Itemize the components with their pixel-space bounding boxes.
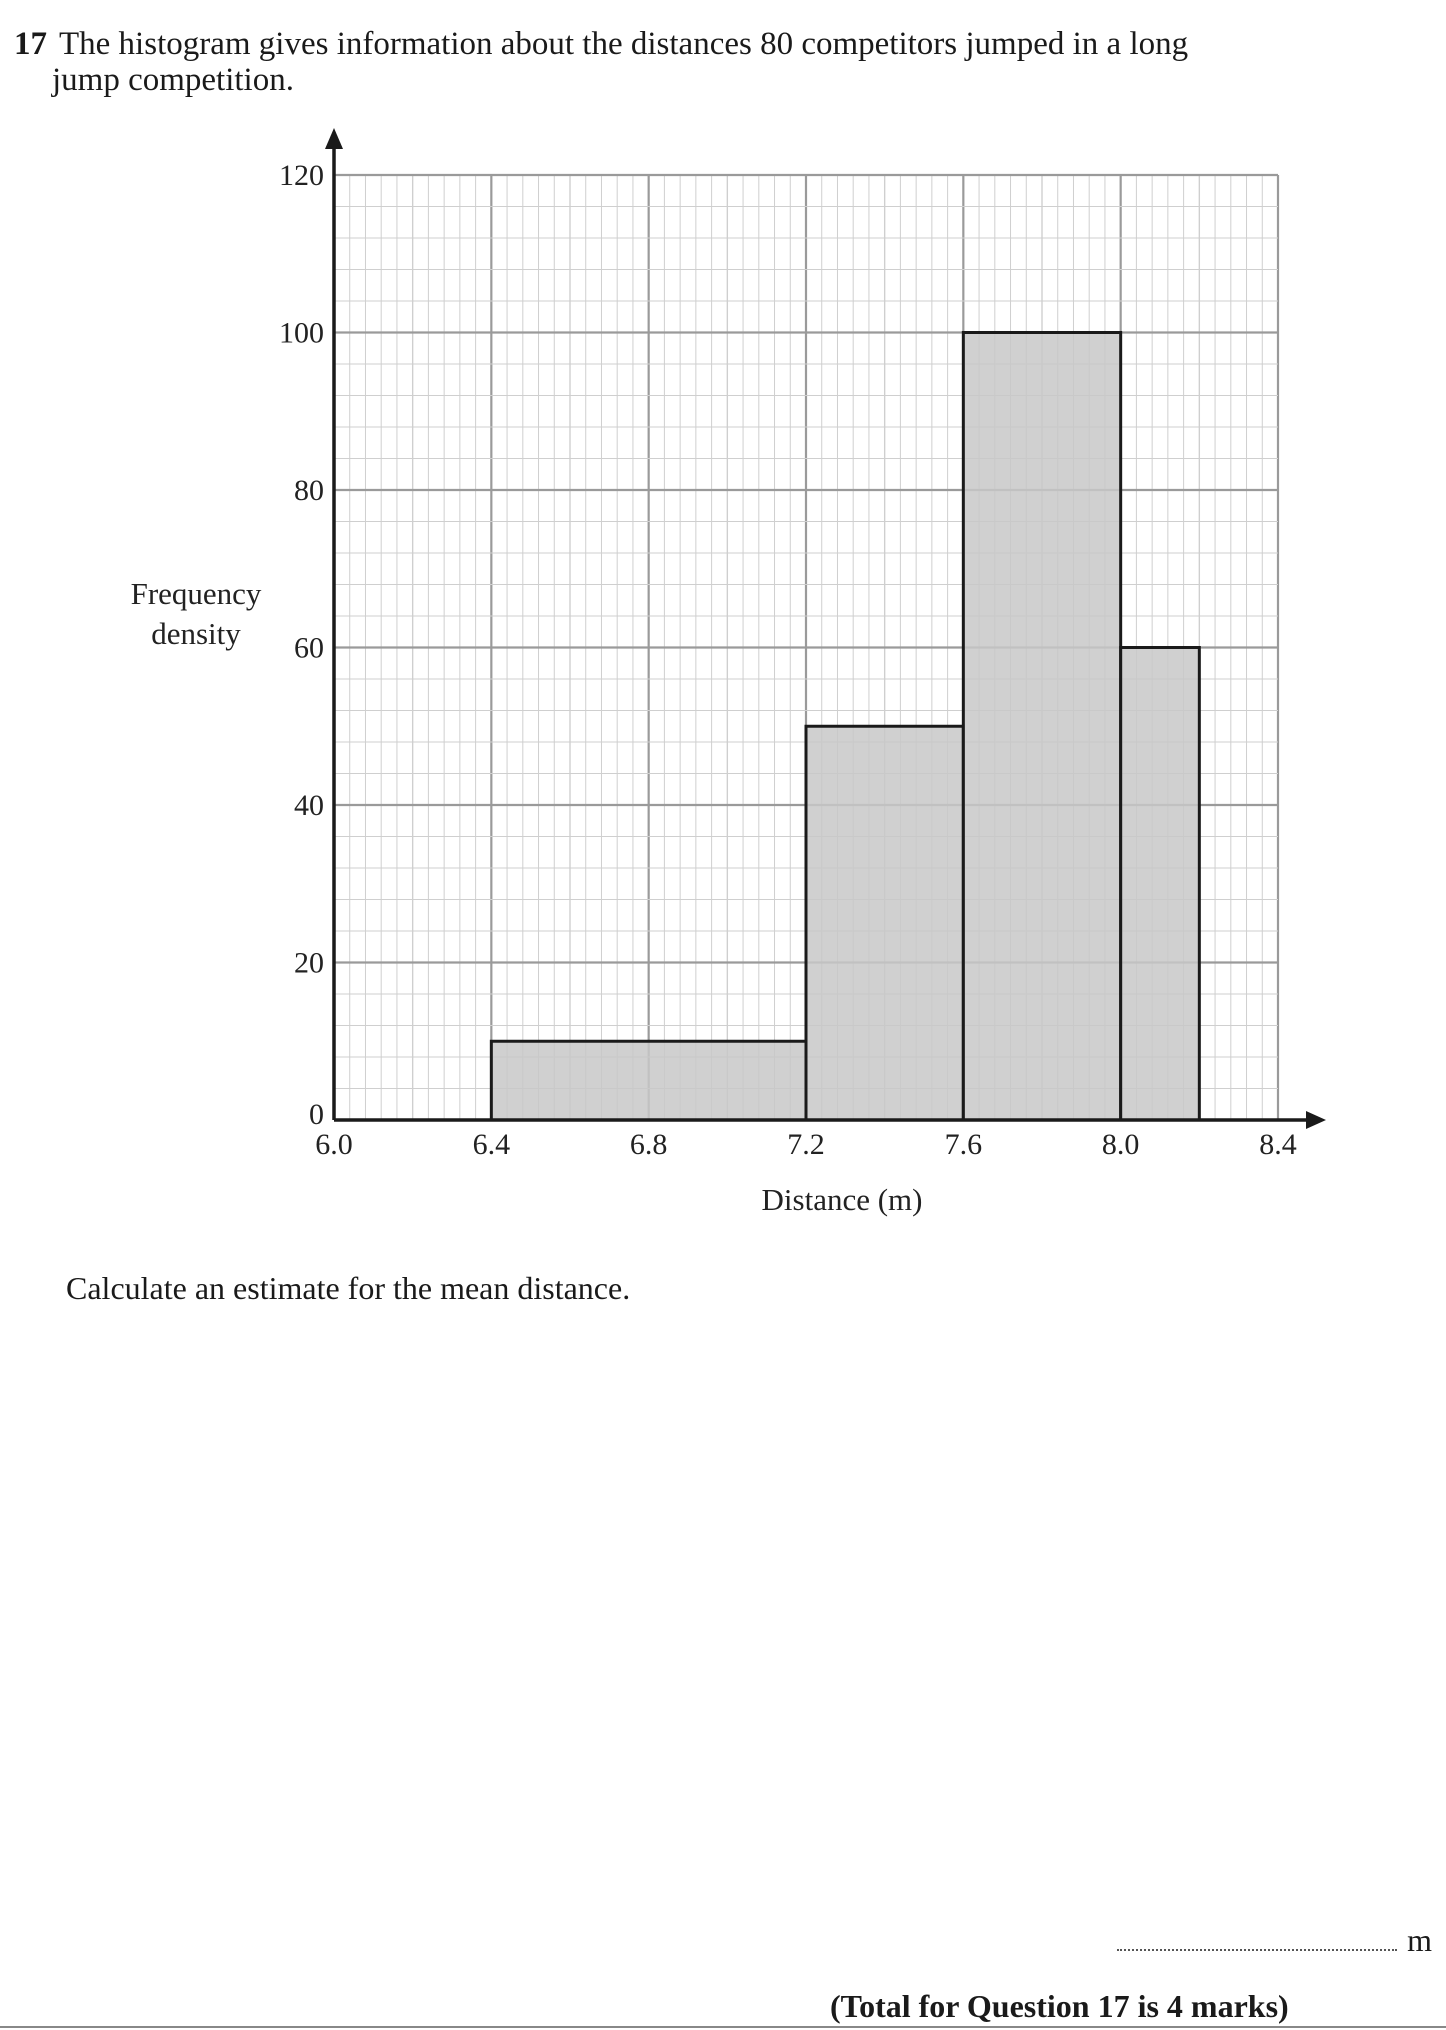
x-tick-label: 7.2 (787, 1128, 825, 1161)
x-axis-label: Distance (m) (762, 1182, 923, 1217)
question-header: 17 The histogram gives information about … (14, 24, 1314, 64)
y-tick-label: 80 (294, 474, 324, 507)
x-tick-label: 8.4 (1259, 1128, 1297, 1161)
x-tick-label: 8.0 (1102, 1128, 1140, 1161)
y-axis-arrow (325, 128, 343, 149)
x-tick-label: 7.6 (945, 1128, 983, 1161)
y-tick-label: 0 (309, 1098, 324, 1131)
answer-dots[interactable] (1117, 1929, 1398, 1951)
histogram-bar-2 (804, 724, 965, 1122)
question-prompt: Calculate an estimate for the mean dista… (66, 1270, 631, 1306)
y-tick-label: 60 (294, 632, 324, 665)
question-text-line1: The histogram gives information about th… (59, 26, 1189, 62)
total-marks: (Total for Question 17 is 4 marks) (830, 1988, 1289, 2024)
x-axis-arrow (1306, 1111, 1326, 1129)
y-axis-label: Frequency (131, 576, 262, 611)
answer-line[interactable]: m (1117, 1922, 1432, 1959)
histogram-bar-4 (1119, 646, 1201, 1122)
y-tick-label: 100 (279, 317, 324, 350)
histogram-chart: 6.0 6.4 6.8 7.2 7.6 8.0 8.4 0 20 40 60 80 100 120 Dist… (131, 128, 1326, 1217)
y-tick-label: 40 (294, 789, 324, 822)
x-tick-label: 6.0 (315, 1128, 353, 1161)
x-tick-label: 6.8 (630, 1128, 668, 1161)
y-tick-label: 120 (279, 159, 324, 192)
histogram-bar-3 (961, 331, 1123, 1122)
y-tick-label: 20 (294, 947, 324, 980)
x-tick-label: 6.4 (473, 1128, 511, 1161)
page-rule (0, 2026, 1446, 2028)
question-text-line2: jump competition. (52, 62, 294, 98)
answer-unit: m (1407, 1922, 1432, 1958)
y-axis-label: density (151, 616, 241, 651)
histogram-bar-1 (489, 1039, 808, 1122)
question-number: 17 (14, 26, 47, 62)
